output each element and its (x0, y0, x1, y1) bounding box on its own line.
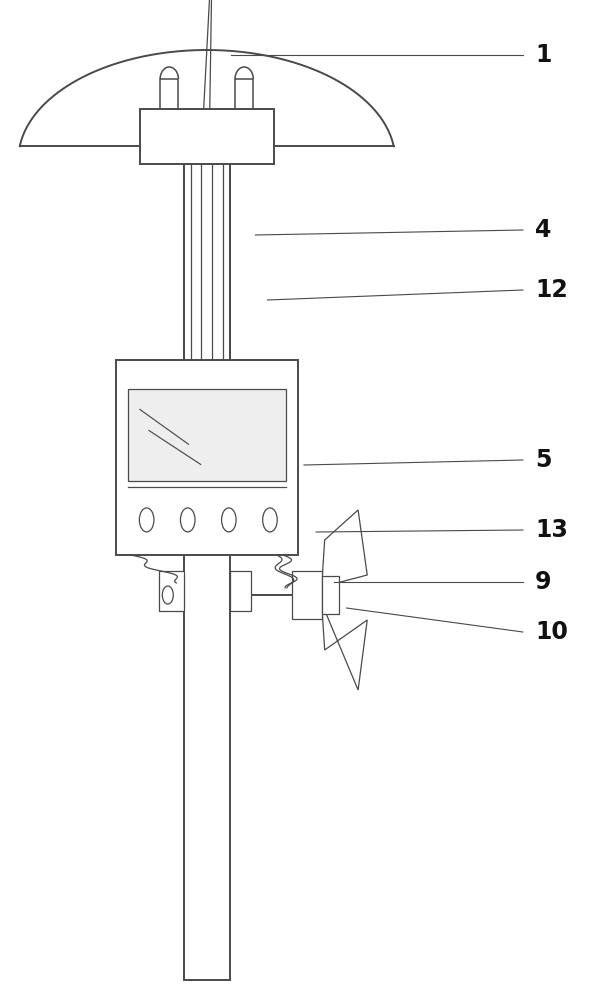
Text: 10: 10 (535, 620, 568, 644)
Circle shape (162, 586, 173, 604)
Bar (128, 389, 286, 481)
Text: 12: 12 (535, 278, 568, 302)
Text: 4: 4 (535, 218, 551, 242)
Bar (292, 571, 322, 619)
Circle shape (139, 508, 154, 532)
Text: 5: 5 (535, 448, 551, 472)
Circle shape (263, 508, 277, 532)
Circle shape (221, 508, 236, 532)
Polygon shape (322, 603, 367, 690)
Bar (159, 571, 184, 611)
Circle shape (181, 508, 195, 532)
Polygon shape (322, 510, 367, 587)
Bar (116, 360, 298, 555)
Text: 9: 9 (535, 570, 551, 594)
Bar (140, 109, 274, 164)
Bar (230, 571, 251, 611)
Text: 1: 1 (535, 43, 551, 67)
Bar (184, 140, 230, 980)
Text: 13: 13 (535, 518, 568, 542)
Bar (322, 576, 339, 614)
